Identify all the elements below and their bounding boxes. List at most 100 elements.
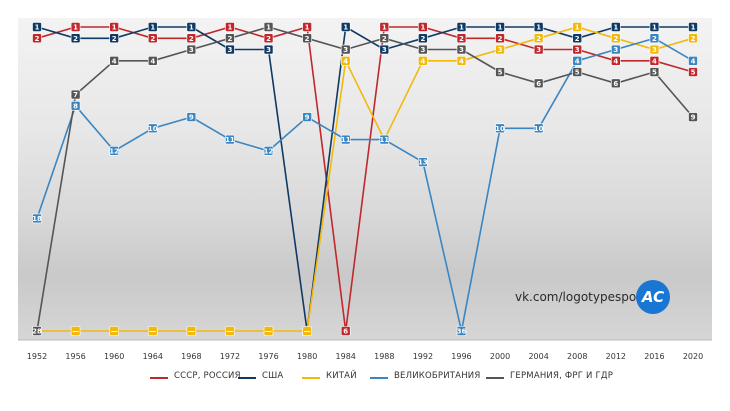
data-point: 5 xyxy=(572,67,583,77)
data-point: 2 xyxy=(225,33,235,44)
data-point: 2 xyxy=(688,33,698,44)
data-label: 11 xyxy=(379,136,389,144)
data-point: 2 xyxy=(263,33,274,44)
data-point: 1 xyxy=(340,22,351,32)
data-label: 6 xyxy=(613,80,618,88)
credit-text[interactable]: vk.com/logotypesport xyxy=(515,290,646,304)
data-point: 1 xyxy=(147,22,158,32)
ac-logo: AC xyxy=(636,280,670,314)
data-label: 3 xyxy=(536,46,541,54)
data-point: 3 xyxy=(611,44,621,55)
data-label: 2 xyxy=(420,35,425,43)
data-point: 18 xyxy=(32,213,42,224)
data-label: 2 xyxy=(228,35,233,43)
data-label: 6 xyxy=(536,80,541,88)
data-point: 12 xyxy=(109,146,119,156)
data-label: 4 xyxy=(112,57,117,65)
data-point: 6 xyxy=(533,78,544,89)
data-label: 1 xyxy=(575,24,580,32)
data-label: 1 xyxy=(343,24,348,32)
data-point: 36 xyxy=(457,326,466,336)
data-point: 6 xyxy=(611,78,621,89)
data-label: 2 xyxy=(459,35,464,43)
data-label: — xyxy=(149,328,156,336)
data-label: 3 xyxy=(652,46,657,54)
data-label: 7 xyxy=(73,91,78,99)
data-point: 10 xyxy=(534,123,544,134)
series-line-4 xyxy=(36,26,694,332)
data-point: 1 xyxy=(263,22,274,32)
x-tick-label: 1980 xyxy=(297,352,317,361)
data-point: 1 xyxy=(186,22,197,32)
data-point: 1 xyxy=(379,22,390,32)
data-label: 1 xyxy=(35,24,40,32)
series-line-1 xyxy=(36,26,693,332)
legend-label: ГЕРМАНИЯ, ФРГ И ГДР xyxy=(510,371,614,381)
data-point: 28 xyxy=(32,326,42,336)
data-point: 3 xyxy=(225,44,235,55)
data-label: 9 xyxy=(189,114,194,122)
series-line-3 xyxy=(36,37,694,332)
data-label: 1 xyxy=(228,24,233,32)
data-label: 4 xyxy=(459,57,464,65)
data-label: 3 xyxy=(189,46,194,54)
data-point: 3 xyxy=(186,44,197,55)
legend-label: КИТАЙ xyxy=(326,371,357,381)
data-label: 2 xyxy=(266,35,271,43)
data-point: 3 xyxy=(456,44,467,55)
data-point: 2 xyxy=(147,33,158,44)
x-tick-label: 1984 xyxy=(336,352,356,361)
x-tick-label: 1956 xyxy=(65,352,85,361)
data-label: 1 xyxy=(536,24,541,32)
data-label: — xyxy=(188,328,195,336)
data-point: — xyxy=(186,326,197,336)
data-point: 2 xyxy=(32,33,42,44)
data-label: 3 xyxy=(613,46,618,54)
data-point: 9 xyxy=(186,112,197,122)
x-tick-label: 2020 xyxy=(683,352,703,361)
data-label: 11 xyxy=(225,136,235,144)
data-point: 11 xyxy=(225,134,235,145)
data-label: 1 xyxy=(691,24,696,32)
data-point: 1 xyxy=(109,22,119,32)
data-label: — xyxy=(226,328,233,336)
x-tick-label: 2012 xyxy=(606,352,626,361)
data-point: 9 xyxy=(302,112,312,122)
data-label: 2 xyxy=(498,35,503,43)
data-point: 1 xyxy=(611,22,621,32)
x-tick-label: 1988 xyxy=(374,352,394,361)
data-point: 12 xyxy=(264,146,274,156)
data-point: 4 xyxy=(147,55,158,66)
data-label: 4 xyxy=(613,57,618,65)
data-point: 7 xyxy=(70,89,81,100)
data-point: 4 xyxy=(109,55,119,66)
data-label: 4 xyxy=(150,57,155,65)
series-line-0 xyxy=(36,26,694,332)
data-point: 2 xyxy=(70,33,81,44)
data-label: 1 xyxy=(305,24,310,32)
data-label: 2 xyxy=(382,35,387,43)
data-point: 1 xyxy=(533,22,544,32)
data-point: — xyxy=(263,326,274,336)
data-label: 6 xyxy=(343,328,348,336)
data-point: 5 xyxy=(495,67,505,77)
data-label: 28 xyxy=(32,328,42,336)
data-label: 5 xyxy=(575,69,580,77)
data-point: 4 xyxy=(649,55,660,66)
data-label: 9 xyxy=(691,114,696,122)
data-label: 4 xyxy=(691,57,696,65)
data-label: 1 xyxy=(613,24,618,32)
legend-swatch xyxy=(302,377,320,379)
data-point: 4 xyxy=(688,55,698,66)
data-point: 3 xyxy=(340,44,351,55)
legend-swatch xyxy=(150,377,168,379)
data-label: 3 xyxy=(343,46,348,54)
data-label: 1 xyxy=(150,24,155,32)
data-label: 1 xyxy=(459,24,464,32)
data-point: 2 xyxy=(533,33,544,44)
legend-label: США xyxy=(262,371,284,381)
x-tick-label: 2016 xyxy=(644,352,664,361)
data-label: — xyxy=(111,328,118,336)
data-point: 1 xyxy=(456,22,467,32)
